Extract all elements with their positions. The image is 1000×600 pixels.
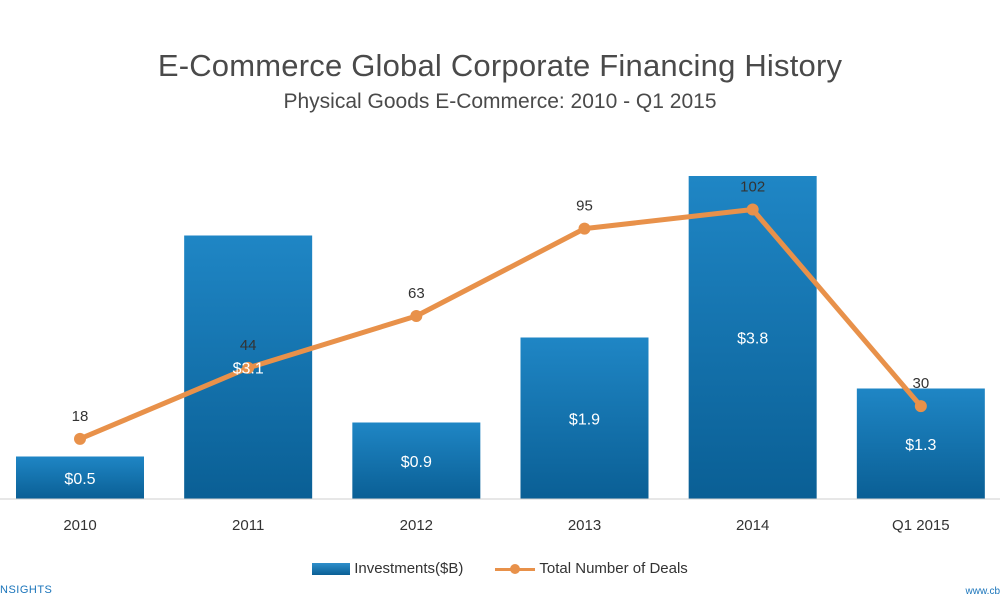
deals-value-label: 44	[240, 337, 257, 354]
x-tick-label: 2013	[568, 517, 601, 534]
bar-value-label: $1.9	[569, 411, 600, 428]
bar-value-label: $3.1	[233, 360, 264, 377]
bar-value-label: $1.3	[905, 437, 936, 454]
legend-label-deals: Total Number of Deals	[539, 560, 688, 577]
deals-point	[74, 432, 86, 445]
deals-value-label: 102	[740, 179, 765, 196]
chart-title: E-Commerce Global Corporate Financing Hi…	[157, 48, 843, 83]
deals-value-label: 18	[72, 408, 89, 425]
chart-subtitle: Physical Goods E-Commerce: 2010 - Q1 201…	[283, 90, 717, 113]
footer-url: www.cb	[965, 586, 1000, 597]
legend-label-investments: Investments($B)	[354, 560, 464, 577]
legend-line-swatch	[495, 563, 536, 575]
legend-item-investments: Investments($B)	[312, 560, 463, 577]
bar-2010	[16, 456, 144, 499]
deals-point	[914, 400, 927, 413]
x-tick-label: 2012	[400, 517, 433, 534]
deals-point	[578, 222, 591, 235]
bar-value-label: $3.8	[737, 331, 768, 348]
deals-point	[242, 361, 255, 374]
deals-value-label: 30	[912, 375, 929, 392]
legend: Investments($B) Total Number of Deals	[0, 560, 1000, 577]
legend-item-deals: Total Number of Deals	[495, 560, 688, 577]
deals-value-label: 63	[408, 285, 425, 302]
deals-point	[746, 203, 759, 216]
footer-brand: NSIGHTS	[0, 584, 53, 596]
deals-line	[79, 207, 923, 442]
bar-value-label: $0.5	[64, 471, 95, 488]
deals-point	[410, 310, 423, 323]
deals-value-label: 95	[576, 198, 593, 215]
x-tick-label: Q1 2015	[892, 517, 950, 534]
bar-2014	[688, 176, 817, 499]
x-tick-label: 2014	[736, 517, 769, 534]
bar-value-label: $0.9	[401, 454, 432, 471]
x-tick-label: 2010	[63, 517, 96, 534]
bar-2013	[520, 337, 649, 499]
legend-bar-swatch	[312, 562, 351, 575]
x-tick-label: 2011	[232, 517, 264, 534]
chart-plot: 2010 2011 2012 2013 2014 Q1 2015 $0.5 $3.1 $0.9…	[0, 176, 1000, 534]
bar-2012	[352, 422, 481, 499]
